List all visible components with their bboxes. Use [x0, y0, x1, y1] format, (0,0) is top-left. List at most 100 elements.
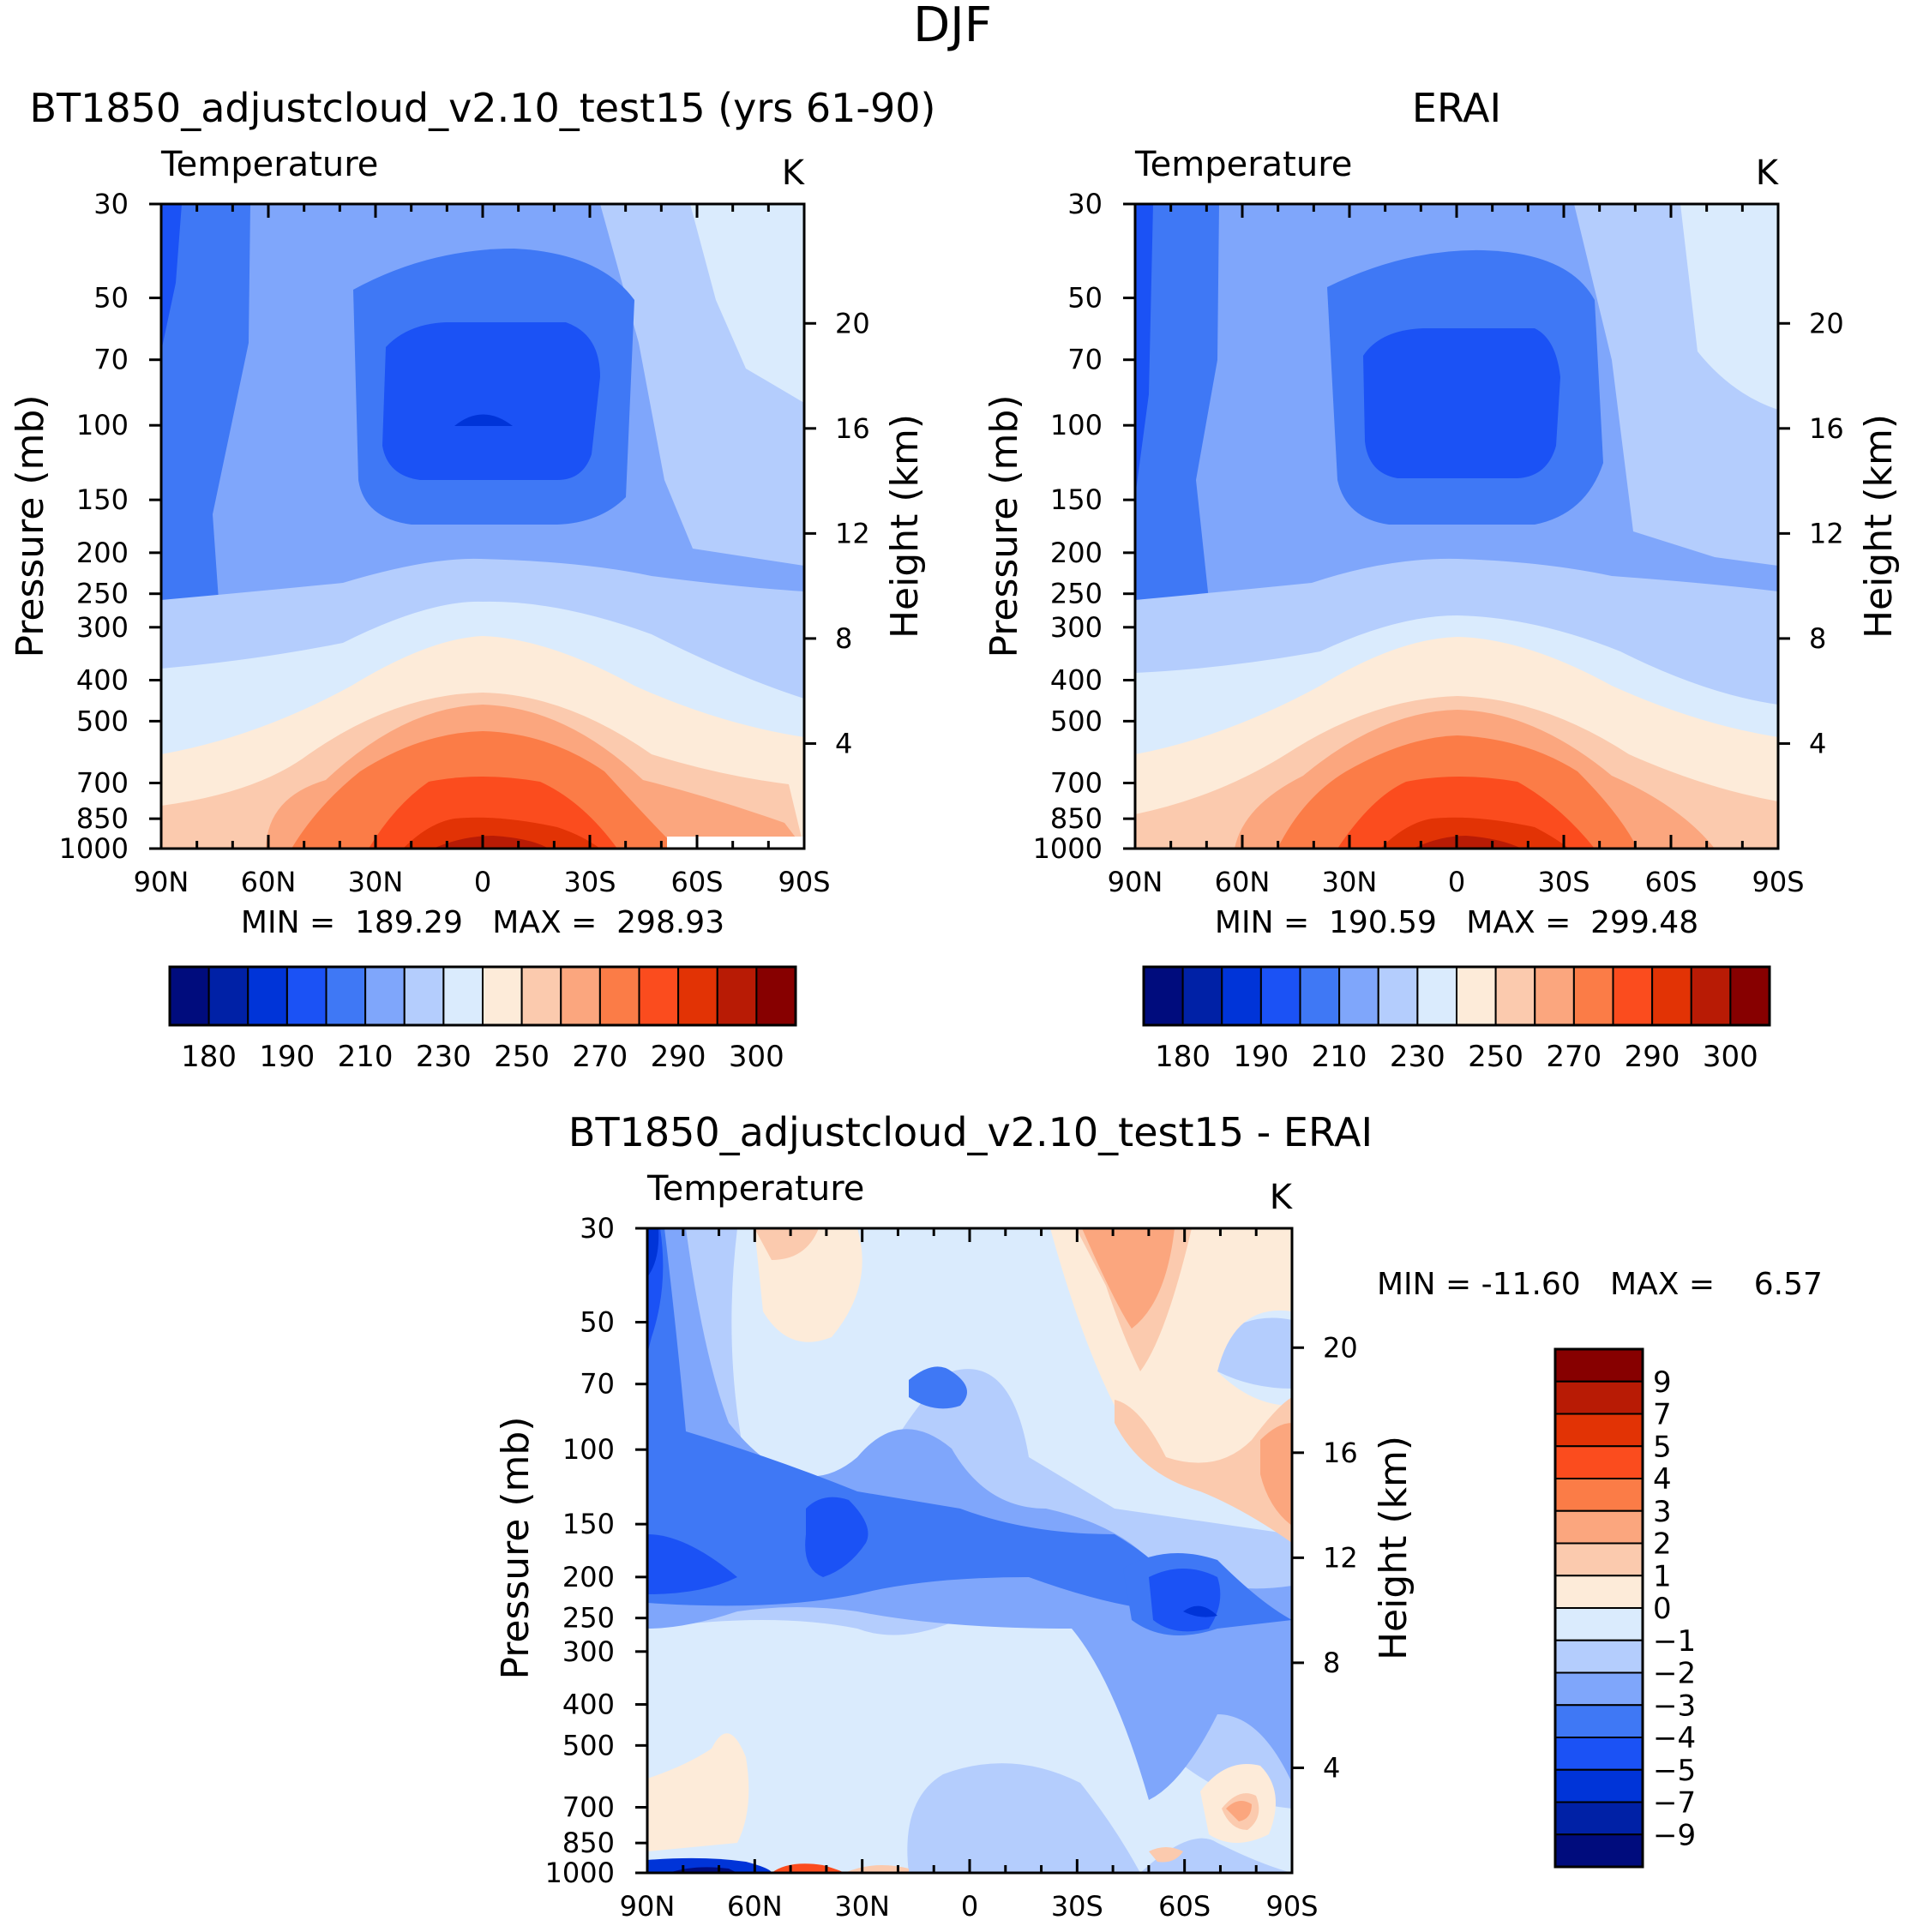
- colorbar-label: 180: [1155, 1040, 1211, 1074]
- colorbar-box: [1554, 1575, 1644, 1609]
- band: [1135, 204, 1153, 497]
- colorbar-box: [1554, 1704, 1644, 1738]
- x-tick-label: 30N: [834, 1890, 890, 1923]
- panel-obs-y2label: Height (km): [1857, 414, 1901, 639]
- colorbar-box: [1651, 966, 1692, 1026]
- colorbar-label: 250: [1468, 1040, 1523, 1074]
- colorbar-label: −1: [1653, 1624, 1696, 1659]
- x-tick-label: 60S: [670, 866, 723, 898]
- x-tick-label: 90S: [778, 866, 830, 898]
- panel-obs-colorbar: 180 190 210 230 250 270 290 300: [1142, 965, 1771, 1074]
- x-tick-label: 0: [474, 866, 491, 898]
- panel-diff-y2label: Height (km): [1372, 1436, 1415, 1660]
- colorbar-box: [1612, 966, 1654, 1026]
- y-tick-label: 250: [562, 1602, 615, 1635]
- band: [647, 1733, 749, 1851]
- band: [805, 1497, 868, 1577]
- colorbar-label: 210: [338, 1040, 394, 1074]
- x-tick-label: 60N: [727, 1890, 783, 1923]
- y-tick-label: 250: [76, 578, 129, 610]
- colorbar-frame: [1553, 1347, 1644, 1869]
- colorbar-box: [1554, 1768, 1644, 1803]
- band: [1115, 1397, 1292, 1543]
- colorbar-label: 9: [1653, 1365, 1672, 1400]
- band: [754, 1228, 819, 1260]
- colorbar-box: [1181, 966, 1223, 1026]
- colorbar-label: 0: [1653, 1592, 1672, 1626]
- y-tick-label: 200: [562, 1561, 615, 1593]
- band: [1183, 1605, 1217, 1617]
- y-tick-label: 200: [1050, 537, 1103, 569]
- panel-obs-left-label: Temperature: [1134, 145, 1352, 184]
- colorbar-label: 210: [1312, 1040, 1367, 1074]
- colorbar-box: [1554, 1833, 1644, 1868]
- y2-tick-label: 4: [1809, 727, 1826, 759]
- band: [1680, 204, 1778, 410]
- colorbar-box: [560, 966, 601, 1026]
- y-tick-label: 500: [562, 1729, 615, 1761]
- colorbar-box: [1729, 966, 1770, 1026]
- colorbar-box: [1456, 966, 1497, 1026]
- y-tick-label: 850: [1050, 802, 1103, 835]
- colorbar-box: [1299, 966, 1341, 1026]
- panel-diff-title: BT1850_adjustcloud_v2.10_test15 - ERAI: [568, 1109, 1373, 1155]
- y-tick-label: 500: [76, 705, 129, 737]
- band: [161, 204, 182, 351]
- colorbar-box: [716, 966, 758, 1026]
- colorbar-label: 4: [1653, 1462, 1672, 1497]
- y-tick-label: 1000: [59, 832, 129, 865]
- y-tick-label: 700: [562, 1791, 615, 1824]
- band: [1217, 1317, 1292, 1389]
- band: [161, 204, 250, 604]
- colorbar-box: [207, 966, 249, 1026]
- band: [907, 1763, 1140, 1873]
- x-tick-label: 30N: [1322, 866, 1378, 898]
- colorbar-box: [1554, 1607, 1644, 1641]
- band: [690, 204, 804, 403]
- y-tick-label: 30: [1067, 188, 1103, 220]
- band: [1413, 836, 1522, 849]
- colorbar-label: 1: [1653, 1559, 1672, 1593]
- y2-tick-label: 16: [835, 412, 870, 445]
- x-tick-label: 90S: [1265, 1890, 1318, 1923]
- colorbar-label: 190: [259, 1040, 315, 1074]
- band: [647, 1228, 659, 1277]
- colorbar-box: [1554, 1509, 1644, 1545]
- panel-diff-right-label: K: [1270, 1178, 1294, 1217]
- colorbar-box: [1534, 966, 1575, 1026]
- y-tick-label: 850: [76, 802, 129, 835]
- y-tick-label: 100: [76, 409, 129, 441]
- band: [844, 1865, 909, 1873]
- band: [1226, 1801, 1252, 1821]
- band: [1380, 817, 1569, 849]
- y-tick-label: 100: [1050, 409, 1103, 441]
- y-tick-label: 150: [1050, 483, 1103, 516]
- colorbar-box: [169, 966, 210, 1026]
- colorbar-label: 250: [494, 1040, 550, 1074]
- colorbar-frame: [1142, 965, 1771, 1027]
- y2-tick-label: 4: [1323, 1751, 1340, 1784]
- panel-diff-field: [647, 1228, 1292, 1873]
- y2-tick-label: 12: [1809, 517, 1844, 549]
- colorbar-label: 270: [572, 1040, 628, 1074]
- colorbar-box: [1377, 966, 1419, 1026]
- colorbar-label: 230: [416, 1040, 472, 1074]
- colorbar-box: [598, 966, 640, 1026]
- colorbar-box: [1259, 966, 1301, 1026]
- panel-diff-axes: 90N 60N 30N 0 30S 60S 90S 30 50 70 100 150 200 250300…: [545, 1212, 1358, 1923]
- colorbar-label: 5: [1653, 1430, 1672, 1464]
- x-tick-label: 60N: [1215, 866, 1271, 898]
- colorbar-label: 230: [1390, 1040, 1445, 1074]
- colorbar-box: [403, 966, 445, 1026]
- colorbar-box: [520, 966, 562, 1026]
- y-tick-label: 1000: [545, 1857, 615, 1889]
- colorbar-box: [1554, 1542, 1644, 1577]
- panel-model-axes: 90N 60N 30N 0 30S 60S 90S 30 50 70 100 150 200 250300…: [59, 188, 870, 898]
- colorbar-box: [1554, 1478, 1644, 1512]
- y2-tick-label: 8: [835, 622, 852, 655]
- colorbar-box: [1554, 1380, 1644, 1415]
- colorbar-box: [1143, 966, 1184, 1026]
- panel-model-y2label: Height (km): [883, 414, 927, 639]
